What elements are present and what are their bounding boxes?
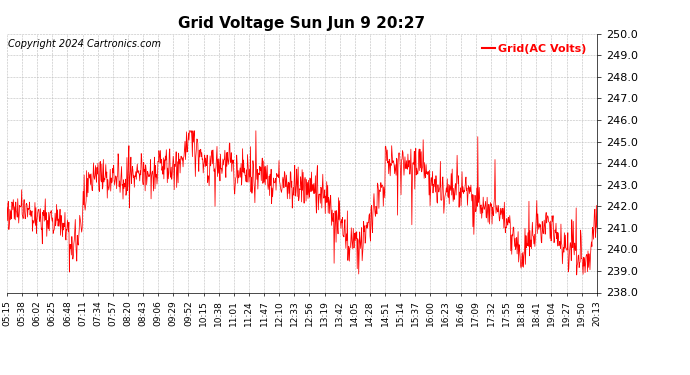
Text: Copyright 2024 Cartronics.com: Copyright 2024 Cartronics.com [8, 39, 161, 49]
Legend: Grid(AC Volts): Grid(AC Volts) [477, 39, 591, 58]
Title: Grid Voltage Sun Jun 9 20:27: Grid Voltage Sun Jun 9 20:27 [178, 16, 426, 31]
